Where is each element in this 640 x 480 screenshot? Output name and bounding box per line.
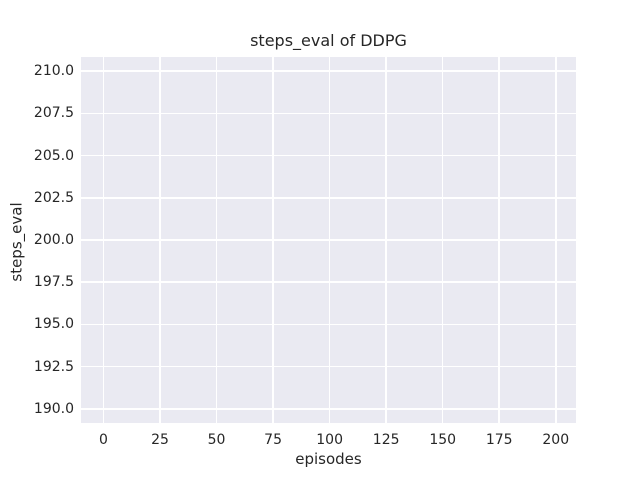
gridline-horizontal xyxy=(81,365,576,368)
y-tick-label: 207.5 xyxy=(33,105,74,122)
gridline-horizontal xyxy=(81,197,576,199)
x-tick-label: 200 xyxy=(542,432,570,448)
x-axis-label: episodes xyxy=(295,450,362,468)
x-tick-label: 150 xyxy=(429,432,457,448)
y-tick-label: 202.5 xyxy=(33,189,74,206)
y-tick-label: 190.0 xyxy=(33,400,74,417)
x-tick-label: 75 xyxy=(264,432,283,448)
x-tick-label: 25 xyxy=(151,432,169,448)
y-tick-label: 195.0 xyxy=(33,316,74,333)
x-tick-label: 50 xyxy=(207,432,226,448)
gridline-horizontal xyxy=(81,323,576,326)
y-tick-label: 210.0 xyxy=(33,63,74,80)
y-axis-label: steps_eval xyxy=(7,202,26,282)
gridline-horizontal xyxy=(81,281,576,283)
y-tick-label: 192.5 xyxy=(33,358,74,375)
x-tick-label: 100 xyxy=(316,432,343,448)
gridline-horizontal xyxy=(81,239,576,241)
gridline-horizontal xyxy=(81,112,576,115)
plot-area: episodes 0 25 50 75 100 125 150 175 200 190.0 192.… xyxy=(34,57,576,468)
x-tick-label: 175 xyxy=(485,432,513,448)
y-tick-label: 200.0 xyxy=(33,232,74,248)
x-tick-label: 0 xyxy=(99,432,108,448)
y-tick-label: 197.5 xyxy=(33,274,74,291)
gridline-horizontal xyxy=(81,408,576,410)
x-tick-label: 125 xyxy=(372,432,400,448)
y-tick-label: 205.0 xyxy=(33,147,74,164)
gridline-horizontal xyxy=(81,70,576,72)
chart-title: steps_eval of DDPG xyxy=(250,31,407,50)
gridline-horizontal xyxy=(81,154,576,157)
